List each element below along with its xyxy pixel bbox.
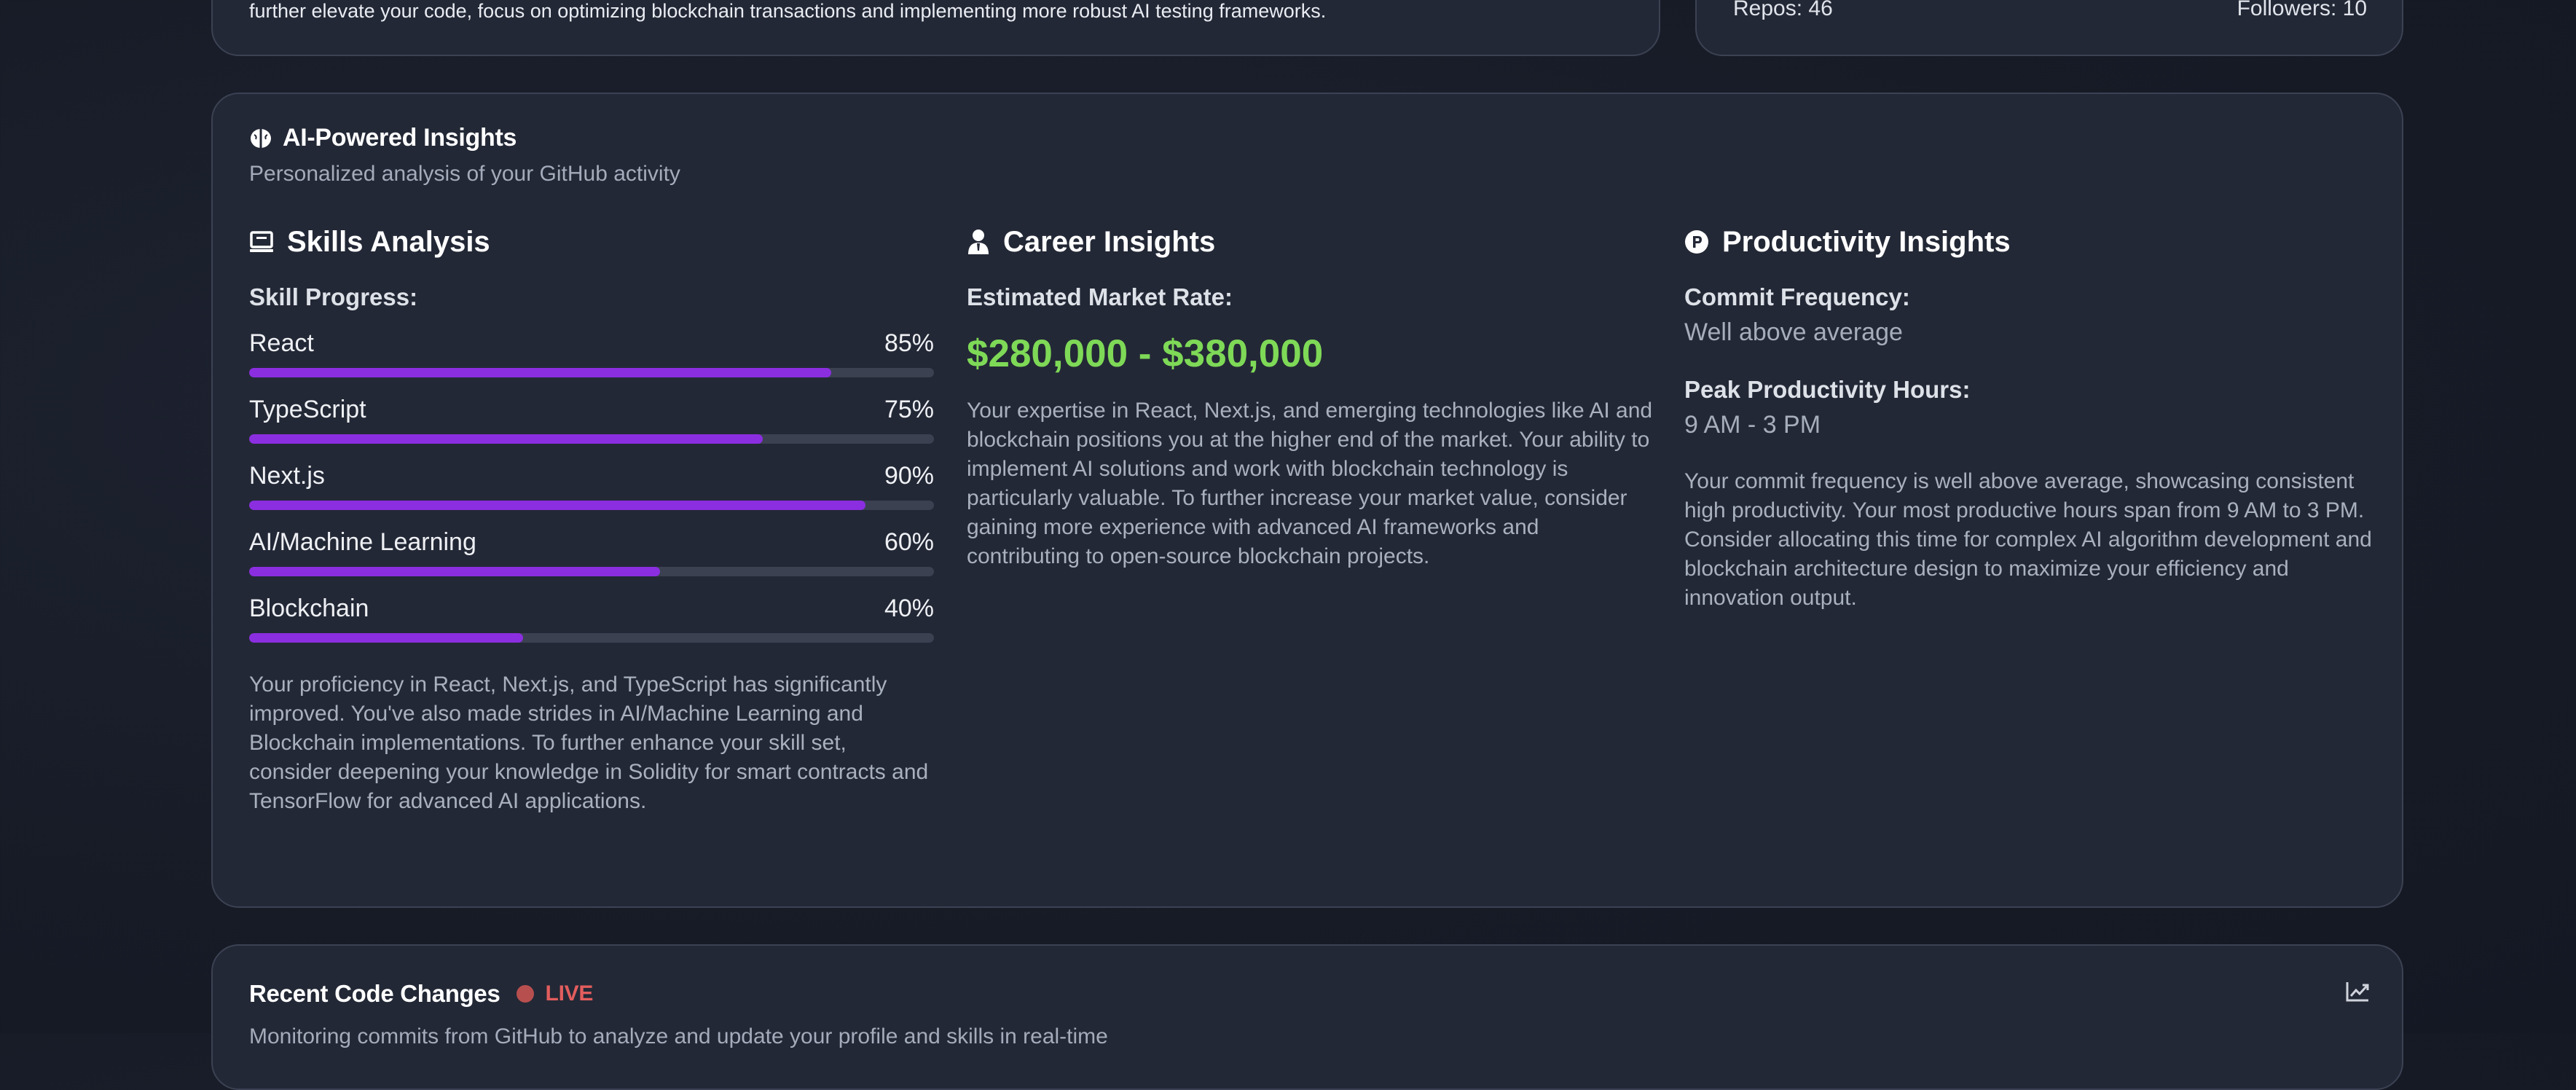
recent-changes-subtitle: Monitoring commits from GitHub to analyz…	[249, 1024, 1108, 1048]
commit-frequency-label: Commit Frequency:	[1684, 283, 1910, 310]
recent-changes-card: Recent Code Changes LIVE Monitoring comm…	[211, 944, 2403, 1090]
user-tie-icon	[967, 229, 990, 255]
ai-insights-title: AI-Powered Insights	[283, 124, 517, 152]
live-indicator-icon	[516, 985, 534, 1003]
skills-analysis-section: Skills Analysis Skill Progress: React 85%…	[249, 224, 934, 816]
skill-header: React 85%	[249, 327, 934, 359]
skill-progress-bar	[249, 434, 934, 444]
ai-insights-card: AI-Powered Insights Personalized analysi…	[211, 93, 2403, 908]
skill-header: AI/Machine Learning 60%	[249, 526, 934, 558]
skill-header: Next.js 90%	[249, 460, 934, 492]
skill-progress-bar	[249, 567, 934, 576]
peak-hours-label: Peak Productivity Hours:	[1684, 376, 1971, 403]
repos-count: Repos: 46	[1733, 0, 1833, 20]
followers-count: Followers: 10	[2237, 0, 2367, 20]
career-summary: Your expertise in React, Next.js, and em…	[967, 399, 1653, 568]
productivity-p-icon	[1684, 230, 1709, 254]
skill-progress-fill	[249, 633, 523, 643]
skills-summary: Your proficiency in React, Next.js, and …	[249, 673, 929, 813]
skill-name: AI/Machine Learning	[249, 528, 476, 556]
skills-analysis-title: Skills Analysis	[287, 225, 490, 258]
recent-changes-title: Recent Code Changes	[249, 980, 500, 1007]
productivity-insights-title: Productivity Insights	[1722, 225, 2011, 258]
skill-name: React	[249, 329, 314, 357]
skill-progress-bar	[249, 501, 934, 510]
skill-name: Next.js	[249, 461, 325, 490]
skill-header: Blockchain 40%	[249, 592, 934, 624]
summary-text: further elevate your code, focus on opti…	[249, 0, 1327, 22]
career-insights-title: Career Insights	[1003, 225, 1216, 258]
github-stats-card: Repos: 46 Followers: 10	[1695, 0, 2403, 56]
skill-row: Blockchain 40%	[249, 592, 934, 643]
skill-percent: 60%	[884, 528, 934, 556]
market-rate-label: Estimated Market Rate:	[967, 283, 1233, 310]
recent-changes-header: Recent Code Changes LIVE	[249, 980, 593, 1008]
skill-percent: 85%	[884, 329, 934, 357]
ai-insights-subtitle: Personalized analysis of your GitHub act…	[249, 162, 680, 186]
skills-analysis-heading: Skills Analysis	[249, 224, 934, 260]
ai-insights-header: AI-Powered Insights	[249, 124, 517, 152]
productivity-summary: Your commit frequency is well above aver…	[1684, 469, 2372, 610]
skill-progress-fill	[249, 434, 763, 444]
summary-card: further elevate your code, focus on opti…	[211, 0, 1660, 56]
skill-progress-fill	[249, 567, 660, 576]
skill-percent: 75%	[884, 395, 934, 423]
skill-percent: 40%	[884, 594, 934, 622]
skill-header: TypeScript 75%	[249, 393, 934, 426]
productivity-insights-section: Productivity Insights Commit Frequency: …	[1684, 224, 2373, 613]
commit-frequency-value: Well above average	[1684, 318, 1903, 346]
skill-row: Next.js 90%	[249, 460, 934, 510]
skill-row: React 85%	[249, 327, 934, 377]
career-insights-section: Career Insights Estimated Market Rate: $…	[967, 224, 1655, 571]
brain-icon	[249, 127, 272, 150]
skill-name: Blockchain	[249, 594, 369, 622]
peak-hours-value: 9 AM - 3 PM	[1684, 411, 1821, 439]
skill-progress-bar	[249, 633, 934, 643]
career-insights-heading: Career Insights	[967, 224, 1655, 260]
skill-progress-label: Skill Progress:	[249, 283, 418, 310]
laptop-icon	[249, 230, 274, 254]
skill-progress-fill	[249, 368, 831, 377]
live-badge: LIVE	[545, 981, 594, 1005]
skill-row: AI/Machine Learning 60%	[249, 526, 934, 576]
skill-name: TypeScript	[249, 395, 366, 423]
skill-percent: 90%	[884, 461, 934, 490]
market-rate-value: $280,000 - $380,000	[967, 332, 1324, 375]
skill-row: TypeScript 75%	[249, 393, 934, 444]
skill-progress-bar	[249, 368, 934, 377]
productivity-insights-heading: Productivity Insights	[1684, 224, 2373, 260]
skill-progress-fill	[249, 501, 865, 510]
skills-list: React 85% TypeScript 75% Next.js 90% AI/Machin…	[249, 327, 934, 643]
line-chart-icon[interactable]	[2345, 981, 2370, 1003]
